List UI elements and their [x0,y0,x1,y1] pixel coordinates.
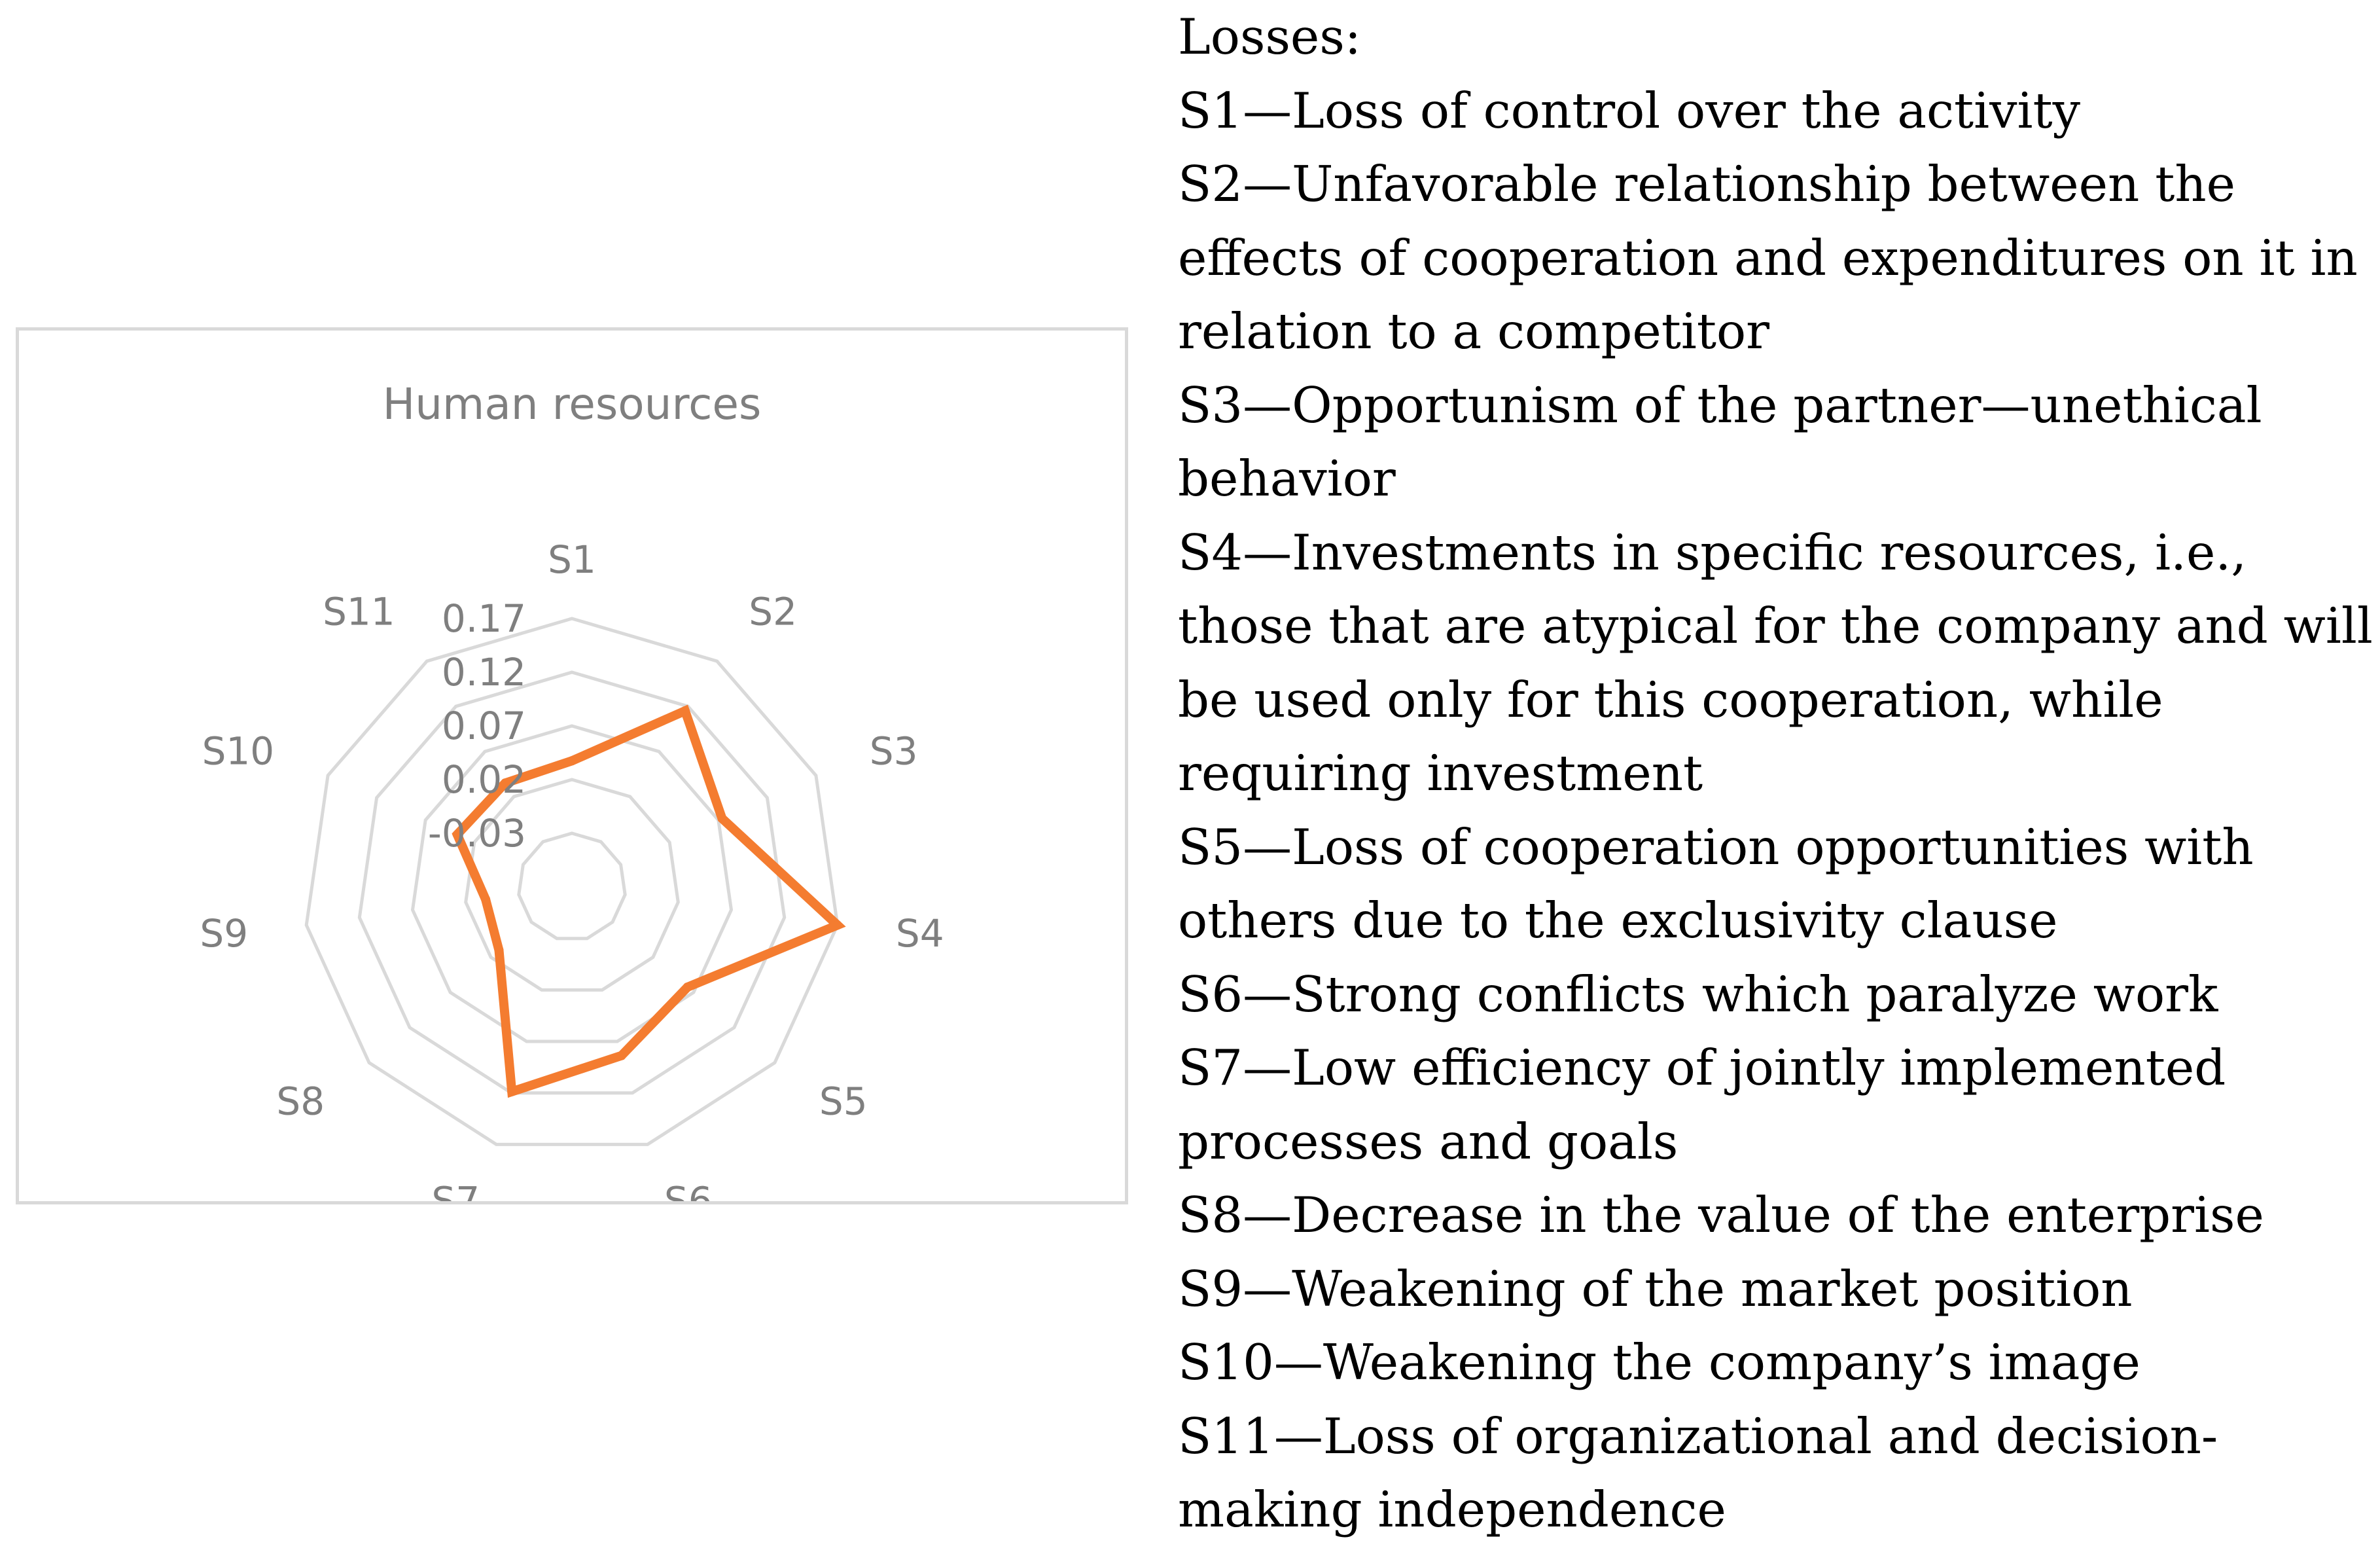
legend-item-s7: S7—Low efficiency of jointly implemented… [1178,1039,2226,1170]
legend-text-block: Losses: S1—Loss of control over the acti… [1178,0,2375,1547]
radial-tick-labels: -0.03 0.02 0.07 0.12 0.17 [428,596,526,856]
data-point-s4 [832,920,842,930]
legend-item-s9: S9—Weakening of the market position [1178,1259,2133,1318]
legend-item-s5: S5—Loss of cooperation opportunities wit… [1178,818,2254,950]
category-label-s4: S4 [896,911,944,956]
grid-ring-5 [304,617,840,1146]
category-label-s5: S5 [819,1079,868,1123]
chart-title: Human resources [383,379,762,429]
radial-tick-label: 0.17 [442,596,526,641]
grid-ring-3 [410,724,734,1043]
legend-item-s3: S3—Opportunism of the partner—unethical … [1178,376,2262,508]
radar-grid [304,617,840,1146]
data-point-s6 [616,1051,626,1060]
legend-item-s2: S2—Unfavorable relationship between the … [1178,155,2358,360]
radial-tick-label: 0.07 [442,704,526,748]
category-label-s11: S11 [323,589,395,634]
legend-item-s6: S6—Strong conflicts which paralyze work [1178,965,2218,1023]
grid-ring-1 [517,831,627,941]
radar-chart: Human resources -0.03 0.02 0.07 0.12 0.17 S1… [16,327,1128,1204]
legend-item-s8: S8—Decrease in the value of the enterpri… [1178,1186,2264,1244]
category-label-s7: S7 [431,1179,480,1201]
category-label-s6: S6 [664,1179,713,1201]
category-label-s2: S2 [749,589,797,634]
radial-tick-label: 0.12 [442,650,526,695]
data-point-s7 [507,1087,517,1096]
radial-tick-label: -0.03 [428,811,526,856]
data-point-s5 [683,983,692,992]
category-label-s10: S10 [202,729,275,773]
radar-chart-svg: Human resources -0.03 0.02 0.07 0.12 0.17 S1… [200,379,944,1201]
data-point-s1 [567,756,577,766]
series-line-human-resources [452,704,846,1098]
legend-item-s4: S4—Investments in specific resources, i.… [1178,523,2373,803]
legend-item-s1: S1—Loss of control over the activity [1178,81,2081,139]
grid-ring-4 [357,670,787,1095]
category-label-s8: S8 [276,1079,325,1123]
grid-ring-2 [464,778,680,992]
category-label-s3: S3 [870,729,918,773]
radar-series-layer [452,704,846,1098]
category-labels: S1 S2 S3 S4 S5 S6 S7 S8 S9 S10 S11 [200,537,944,1201]
category-label-s9: S9 [200,911,248,956]
legend-heading: Losses: [1178,8,1362,65]
data-point-s8 [494,945,504,955]
data-point-s9 [481,895,491,904]
data-point-s3 [717,814,727,823]
legend-item-s11: S11—Loss of organizational and decision-… [1178,1407,2218,1539]
category-label-s1: S1 [548,537,596,582]
data-point-s2 [680,706,690,715]
data-point-s10 [452,829,462,839]
radial-tick-label: 0.02 [442,757,526,802]
legend-item-s10: S10—Weakening the company’s image [1178,1333,2140,1391]
data-point-s11 [501,778,510,788]
